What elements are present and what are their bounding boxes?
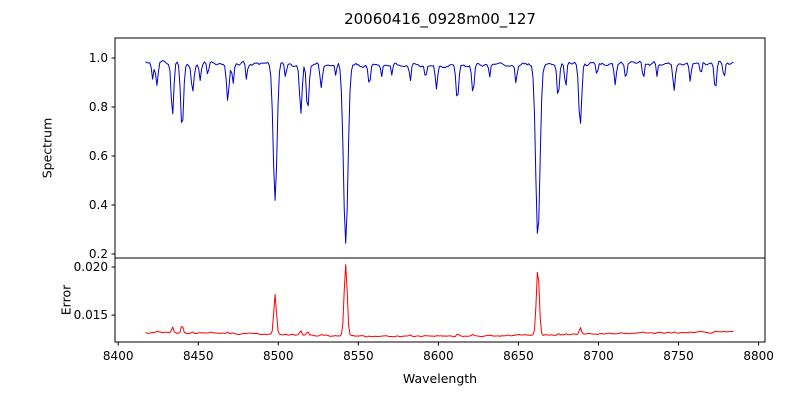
x-tick-label: 8700 — [583, 349, 614, 363]
spectrum-line — [145, 59, 734, 244]
x-tick-label: 8550 — [343, 349, 374, 363]
x-tick-label: 8450 — [183, 349, 214, 363]
y-ticks-error: 0.015 0.020 — [74, 260, 115, 322]
error-line — [145, 263, 734, 338]
error-panel — [114, 257, 766, 343]
y-tick-label: 0.4 — [89, 198, 108, 212]
y-tick-label: 1.0 — [89, 51, 108, 65]
y-tick-label: 0.8 — [89, 100, 108, 114]
x-tick-label: 8600 — [423, 349, 454, 363]
y-tick-label: 0.6 — [89, 149, 108, 163]
x-tick-label: 8400 — [103, 349, 134, 363]
spectrum-panel — [114, 37, 766, 259]
x-tick-label: 8750 — [663, 349, 694, 363]
y-tick-label: 0.020 — [74, 260, 108, 274]
x-tick-label: 8500 — [263, 349, 294, 363]
y-ticks-spectrum: 0.2 0.4 0.6 0.8 1.0 — [89, 51, 115, 261]
x-tick-label: 8650 — [503, 349, 534, 363]
y-tick-label: 0.015 — [74, 308, 108, 322]
x-axis-label: Wavelength — [402, 371, 478, 386]
x-ticks: 8400 8450 8500 8550 8600 8650 8700 8750 8800 — [103, 342, 774, 363]
x-tick-label: 8800 — [743, 349, 774, 363]
y-tick-label: 0.2 — [89, 247, 108, 261]
chart-title: 20060416_0928m00_127 — [344, 10, 536, 28]
